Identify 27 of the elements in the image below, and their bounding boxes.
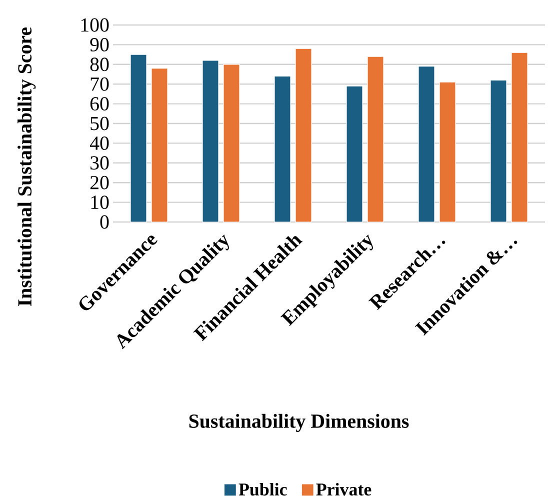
bar	[418, 66, 435, 222]
bar	[367, 56, 384, 222]
bar	[346, 86, 363, 222]
bar	[490, 80, 507, 222]
y-tick-label: 0	[100, 215, 109, 229]
y-tick-label: 100	[81, 18, 109, 32]
y-tick-label: 80	[90, 58, 109, 72]
y-tick-label: 50	[90, 116, 109, 130]
bar	[295, 48, 312, 222]
y-tick-label: 60	[90, 97, 109, 111]
y-tick-label: 90	[90, 38, 109, 52]
y-tick-label: 20	[90, 176, 109, 190]
bar	[511, 52, 528, 222]
bar	[439, 82, 456, 222]
bar	[223, 64, 240, 222]
legend-label: Public	[238, 483, 287, 496]
bar	[202, 60, 219, 222]
legend-label: Private	[316, 483, 372, 496]
x-axis-title: Sustainability Dimensions	[189, 414, 409, 432]
y-tick-label: 10	[91, 196, 109, 210]
y-tick-label: 70	[90, 77, 109, 91]
y-tick-label: 40	[90, 136, 109, 150]
bar	[274, 76, 291, 222]
bar	[130, 54, 147, 222]
y-tick-label: 30	[90, 156, 109, 170]
bar	[151, 68, 168, 222]
y-axis-title: Institutional Sustainability Score	[18, 28, 36, 306]
